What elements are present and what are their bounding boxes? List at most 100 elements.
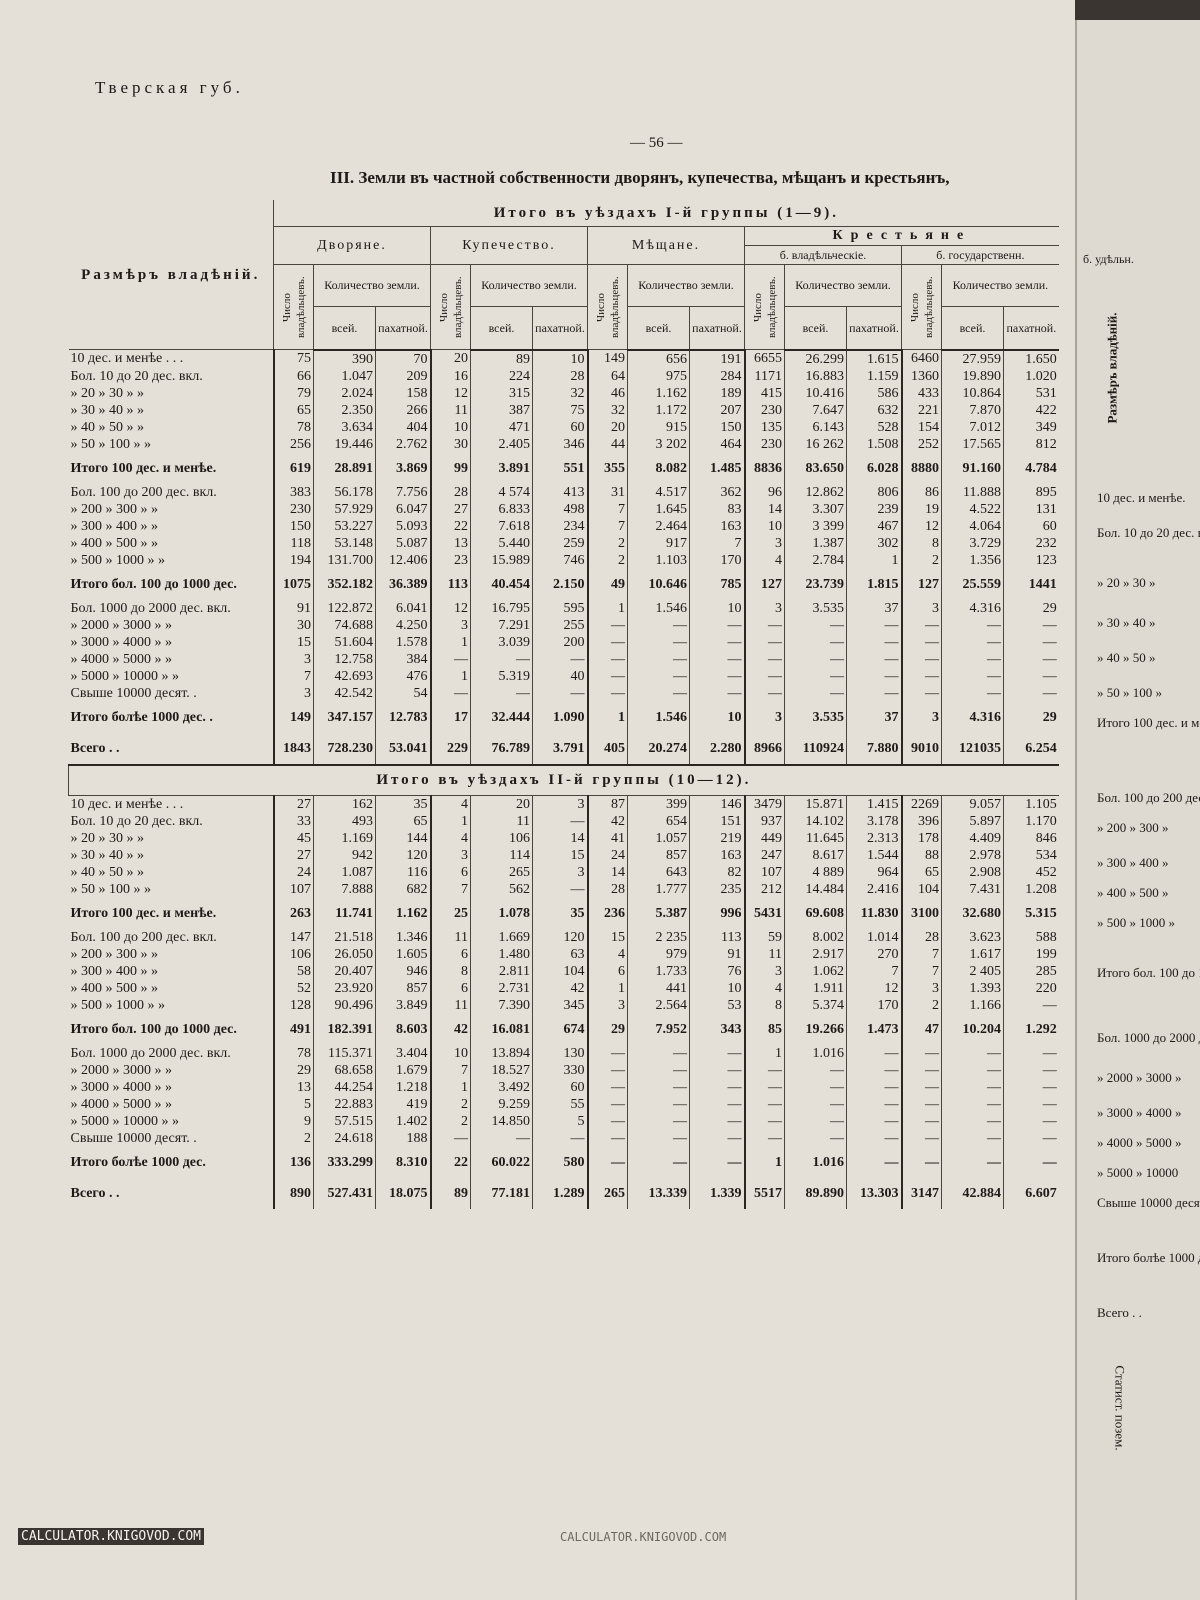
- table-cell: 6655: [743, 349, 785, 368]
- table-row: » 5000 » 10000 » » 9 57.515 1.402 2 14.850 5— —…: [69, 1112, 1059, 1130]
- table-cell: 31: [586, 483, 628, 501]
- table-cell: 3: [532, 863, 588, 881]
- table-cell: 4.409: [941, 829, 1004, 847]
- table-cell: 1.166: [941, 996, 1004, 1014]
- table-cell: 89: [429, 1177, 471, 1209]
- table-cell: —: [586, 684, 628, 702]
- table-cell: 3.039: [470, 633, 533, 651]
- table-cell: 52: [272, 979, 314, 997]
- table-row: 10 дес. и менѣе . . . 27 162 35 4 20 3 87 399 146…: [69, 795, 1059, 813]
- row-label: » 4000 » 5000 » »: [70, 1096, 173, 1112]
- right-page-label: » 300 » 400 »: [1097, 855, 1169, 870]
- table-cell: —: [743, 650, 785, 668]
- table-cell: 60: [532, 1078, 588, 1096]
- table-cell: 580: [532, 1146, 588, 1178]
- table-cell: 75: [532, 401, 588, 419]
- table-cell: 396: [900, 812, 942, 830]
- table-cell: 8.002: [784, 928, 847, 946]
- table-cell: —: [941, 684, 1004, 702]
- table-cell: 343: [689, 1013, 745, 1045]
- owners-count-header: Число владѣльцевъ.: [430, 264, 471, 350]
- table-cell: 266: [375, 401, 431, 419]
- total-row: Всего . . 1843 728.230 53.041 229 76.789 3.791…: [69, 732, 1059, 765]
- table-cell: 5.087: [375, 534, 431, 552]
- table-cell: 588: [1002, 928, 1059, 946]
- right-page-label: Итого болѣе 1000 дес.: [1097, 1250, 1200, 1265]
- table-cell: —: [470, 650, 533, 668]
- row-label: 10 дес. и менѣе . . .: [70, 351, 184, 367]
- table-cell: 20.407: [313, 962, 376, 980]
- row-label: » 20 » 30 » »: [70, 385, 145, 401]
- table-cell: 8.617: [784, 846, 847, 864]
- right-page-label: » 2000 » 3000 »: [1097, 1070, 1182, 1085]
- table-cell: 16.883: [784, 367, 847, 385]
- table-cell: 42.542: [313, 684, 376, 702]
- owners-count-header: Число владѣльцевъ.: [901, 264, 942, 350]
- table-cell: —: [743, 1061, 785, 1079]
- table-cell: 78: [272, 418, 314, 436]
- table-cell: 35: [375, 795, 431, 813]
- size-column-header: Размѣръ владѣній.: [68, 200, 274, 350]
- table-cell: 4: [743, 979, 785, 997]
- table-cell: 586: [846, 384, 902, 402]
- table-cell: —: [689, 1095, 745, 1113]
- table-cell: 44.254: [313, 1078, 376, 1096]
- table-cell: —: [1002, 1112, 1059, 1130]
- table-cell: 3.623: [941, 928, 1004, 946]
- table-cell: 229: [429, 732, 471, 765]
- table-cell: 1.617: [941, 945, 1004, 963]
- table-row: » 20 » 30 » » 79 2.024 158 12 315 32 46 1.162 189…: [69, 384, 1059, 402]
- table-cell: —: [900, 1078, 942, 1096]
- table-cell: 449: [743, 829, 785, 847]
- table-cell: 7.618: [470, 517, 533, 535]
- table-cell: 5: [532, 1112, 588, 1130]
- table-cell: 121035: [941, 732, 1004, 765]
- table-cell: 82: [689, 863, 745, 881]
- table-cell: 1360: [900, 367, 942, 385]
- table-cell: 151: [689, 812, 745, 830]
- table-cell: 12: [900, 517, 942, 535]
- table-cell: —: [627, 1129, 690, 1147]
- table-cell: 8: [743, 996, 785, 1014]
- table-cell: 1.546: [627, 701, 690, 733]
- table-cell: —: [784, 650, 847, 668]
- table-cell: 16.795: [470, 599, 533, 617]
- table-cell: 232: [1002, 534, 1059, 552]
- table-cell: —: [743, 1129, 785, 1147]
- table-cell: 491: [272, 1013, 314, 1045]
- table-cell: 2.350: [313, 401, 376, 419]
- table-cell: —: [586, 1112, 628, 1130]
- table-cell: 16.081: [470, 1013, 533, 1045]
- table-cell: —: [429, 650, 471, 668]
- table-cell: 1.016: [784, 1146, 847, 1178]
- table-cell: 199: [1002, 945, 1059, 963]
- table-cell: 7: [429, 880, 471, 898]
- table-cell: 1843: [272, 732, 314, 765]
- table-cell: 3.634: [313, 418, 376, 436]
- table-cell: 3.307: [784, 500, 847, 518]
- table-cell: —: [532, 880, 588, 898]
- table-cell: —: [900, 650, 942, 668]
- table-cell: 8966: [743, 732, 785, 765]
- table-cell: 5.374: [784, 996, 847, 1014]
- table-cell: —: [846, 1129, 902, 1147]
- table-cell: —: [846, 1146, 902, 1178]
- row-label: » 3000 » 4000 » »: [70, 1079, 173, 1095]
- table-cell: 14: [743, 500, 785, 518]
- table-cell: —: [689, 633, 745, 651]
- table-cell: —: [941, 667, 1004, 685]
- table-cell: 154: [900, 418, 942, 436]
- table-cell: 1075: [272, 568, 314, 600]
- table-row: » 30 » 40 » » 27 942 120 3 114 15 24 857 163 247 8.…: [69, 846, 1059, 864]
- table-cell: 163: [689, 846, 745, 864]
- table-cell: 207: [689, 401, 745, 419]
- right-page-label: » 30 » 40 »: [1097, 615, 1156, 630]
- table-cell: 7: [586, 500, 628, 518]
- table-cell: 5.897: [941, 812, 1004, 830]
- table-cell: —: [689, 1044, 745, 1062]
- table-cell: 66: [272, 367, 314, 385]
- row-label: » 400 » 500 » »: [70, 980, 159, 996]
- table-cell: 14.850: [470, 1112, 533, 1130]
- table-cell: —: [743, 667, 785, 685]
- table-cell: 1.508: [846, 435, 902, 453]
